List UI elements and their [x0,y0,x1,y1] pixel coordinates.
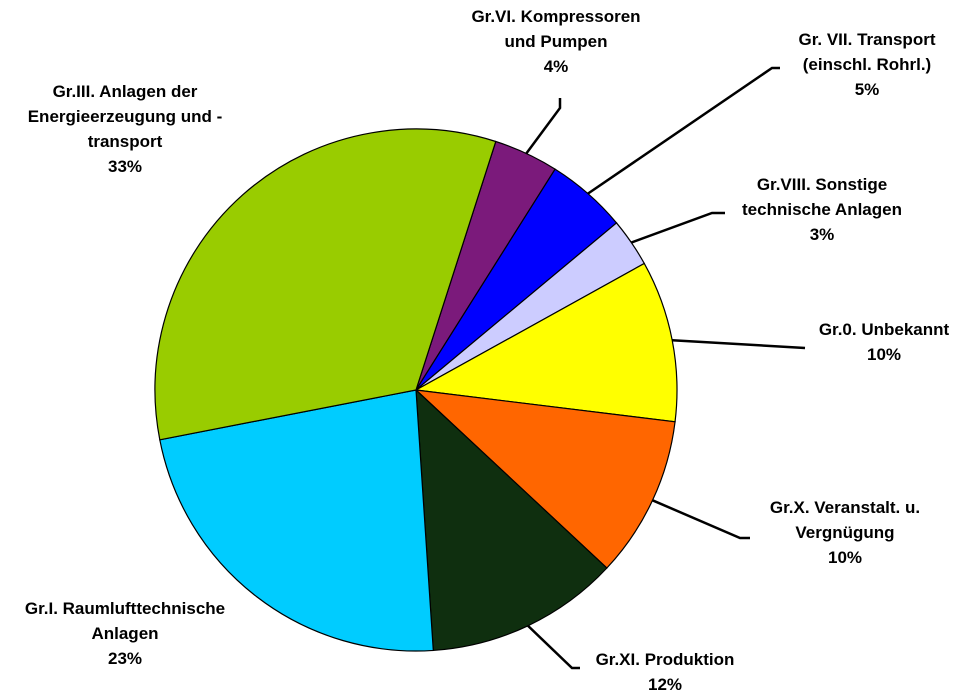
slice-label: Anlagen [91,624,158,643]
slice-value-label: 3% [810,225,835,244]
slice-label: Vergnügung [795,523,894,542]
pie-slice [415,388,608,652]
slice-value-label: 5% [855,80,880,99]
leader-line [525,98,562,155]
slice-value-label: 23% [108,649,142,668]
leader-line [652,499,750,540]
slice-label: und Pumpen [505,32,608,51]
slice-value-label: 4% [544,57,569,76]
leader-line [630,211,725,244]
leader-line [672,338,806,350]
slice-label: Gr. VII. Transport [799,30,936,49]
slice-label: Gr.VI. Kompressoren [471,7,640,26]
slice-label: Gr.VIII. Sonstige [757,175,887,194]
slice-label: Gr.0. Unbekannt [819,320,950,339]
slice-label: Gr.X. Veranstalt. u. [770,498,920,517]
slice-label: Gr.XI. Produktion [596,650,735,669]
leader-line [527,624,580,670]
slice-label: Energieerzeugung und - [28,107,223,126]
pie-slice [414,389,676,569]
pie-slice [154,128,497,441]
slice-label: Gr.III. Anlagen der [53,82,198,101]
pie-slice [159,389,434,652]
slice-label: technische Anlagen [742,200,902,219]
slice-value-label: 12% [648,675,682,693]
slice-label: (einschl. Rohrl.) [803,55,931,74]
slice-value-label: 33% [108,157,142,176]
slice-value-label: 10% [867,345,901,364]
slice-label: transport [88,132,163,151]
leader-line [587,66,780,195]
slice-label: Gr.I. Raumlufttechnische [25,599,225,618]
pie-slice [414,262,678,423]
slice-value-label: 10% [828,548,862,567]
